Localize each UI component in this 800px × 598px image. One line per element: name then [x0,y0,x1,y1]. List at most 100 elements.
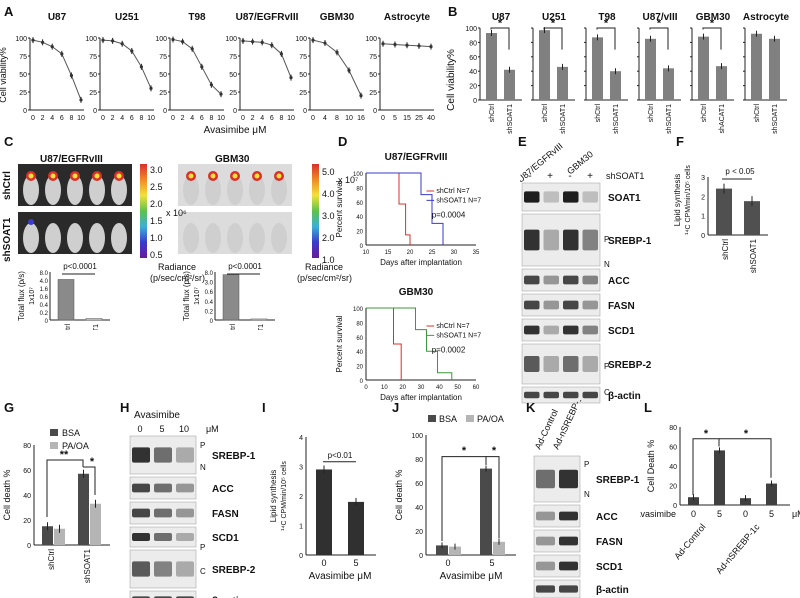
b-cat-4-1: shACAT1 [719,104,726,134]
b-ytick-label-1: 20 [469,84,477,91]
g-bar-1-0 [78,473,89,545]
e-mark-p2: P [604,362,609,371]
d-ytick-1-1: 20 [356,365,363,371]
e-sign-1: + [547,171,553,182]
panel-label-f: F [676,134,684,149]
c-bar-left-bar-1 [85,318,103,321]
j-sig2 [486,456,500,539]
c-bar-right-cat-1: shSOAT1 [258,324,265,330]
e-blot-2-band-2 [563,275,579,285]
d-ytick-1-0: 0 [360,379,364,385]
g-ytick-3: 60 [23,468,31,475]
a-ytick-label-4-3: 75 [299,54,307,61]
c-bar-left-pval: p<0.0001 [63,262,97,271]
a-ytick-label-2-1: 25 [159,90,167,97]
b-ytick-label-3: 60 [469,55,477,62]
c-bar-left-cat-1: shSOAT1 [93,324,100,330]
a-line-0 [32,39,82,101]
l-cat-3: 5 [769,509,774,519]
a-point-2-4 [209,83,213,87]
c-scale-left-25: 2.5 [150,182,163,192]
g-legend-paoa: PA/OA [62,441,89,451]
l-star-1: * [704,428,709,440]
b-cat-1-1: shSOAT1 [560,104,567,134]
i-cat-0: 0 [321,558,326,568]
k-lane-1: Ad-nSREBP-1c [551,400,586,451]
e-prot-6: β-actin [608,391,641,402]
c-right-shsoat1-mouse-3 [249,223,265,253]
a-point-3-3 [270,43,274,47]
panel-b-charts: Cell viability% U87 0 20 40 60 80 100 shCtrl shSO… [446,12,789,134]
j-ytick-2: 40 [415,505,423,512]
c-scalebar-right [312,164,319,258]
a-point-1-2 [120,42,124,46]
panel-label-d: D [338,134,348,149]
i-bar-0 [316,469,332,555]
g-ytick-1: 20 [23,518,31,525]
i-ytick-3: 3 [299,465,303,472]
a-line-1 [102,39,152,89]
e-treat: shSOAT1 [606,171,644,181]
panel-k-western: Ad-ControlAd-nSREBP-1cSREBP-1ACCFASNSCD1… [533,400,640,598]
e-blot-5-band-2 [563,356,579,372]
b-bar-2-0 [592,37,603,100]
c-right-shctrl-mouse-4 [271,175,287,205]
e-blot-4-bg [521,318,601,342]
d-ytick-1-3: 60 [356,336,363,342]
panel-label-l: L [644,400,652,415]
a-line-2 [172,38,222,95]
h-mark-n1: N [200,463,206,472]
a-xtick-label-5-2: 15 [403,115,411,122]
l-ytick-1: 20 [669,484,677,491]
b-sigline-1 [543,27,563,50]
c-bar-right-bar-0 [222,274,240,321]
c-left-shctrl-mouse-4 [111,175,127,205]
e-blot-5-band-0 [524,356,540,372]
e-mark-c2: C [604,388,610,397]
j-sig1 [441,456,487,541]
e-blot-1-band-0 [524,229,540,251]
c-bar-left-ytick-0: 0 [45,319,49,325]
c-right-shsoat1-mouse-1 [205,223,221,253]
c-bar-left-ytick-1: 0.2 [40,311,49,317]
k-mark-p: P [584,460,589,469]
a-point-2-2 [190,47,194,51]
a-ytick-label-2-3: 75 [159,54,167,61]
e-prot-4: SCD1 [608,326,635,337]
e-blot-1-band-1 [543,229,559,251]
b-bar-1-1 [557,66,568,100]
a-xlabel: Avasimibe μM [204,125,267,136]
e-blot-6-band-1 [543,391,559,399]
d-ytick-0-5: 100 [353,172,364,178]
g-legend-paoa-swatch [50,442,58,449]
panel-label-c: C [4,134,14,149]
a-xtick-label-0-5: 10 [77,115,85,122]
a-ytick-label-3-4: 100 [225,36,237,43]
a-point-5-1 [393,42,397,47]
c-bar-right-cat-0: shCtrl [230,324,237,330]
a-line-4 [312,39,362,96]
b-title-0: U87 [492,12,511,23]
c-scale-left-3: 3.0 [150,165,163,175]
a-ytick-label-1-4: 100 [85,36,97,43]
c-bar-right-ytick-2: 0.4 [205,300,214,306]
d-xtick-0-0: 10 [363,250,370,256]
a-xtick-label-3-3: 6 [270,115,274,122]
c-right-shctrl-glowcore-1 [210,173,216,179]
c-left-shsoat1-mouse-0 [23,223,39,253]
a-ytick-label-1-1: 25 [89,90,97,97]
g-cat-1: shSOAT1 [83,548,92,583]
a-point-0-2 [50,45,54,49]
e-blot-1-band-2 [563,229,579,251]
i-ytick-1: 1 [299,524,303,531]
l-cat-2: 0 [743,509,748,519]
h-blot-1-band-1 [154,483,172,493]
panel-l-chart: Cell Death % 0 20 40 60 80 0 5 0 5 Avasimibe μM Ad-C… [640,425,800,576]
h-blot-2-band-0 [132,508,150,518]
e-blot-3-band-1 [543,300,559,310]
l-group-0: Ad-Control [672,522,707,561]
h-blot-1-band-0 [132,483,150,493]
c-left-shctrl-mouse-3 [89,175,105,205]
e-prot-2: ACC [608,276,630,287]
a-point-1-5 [149,86,153,90]
